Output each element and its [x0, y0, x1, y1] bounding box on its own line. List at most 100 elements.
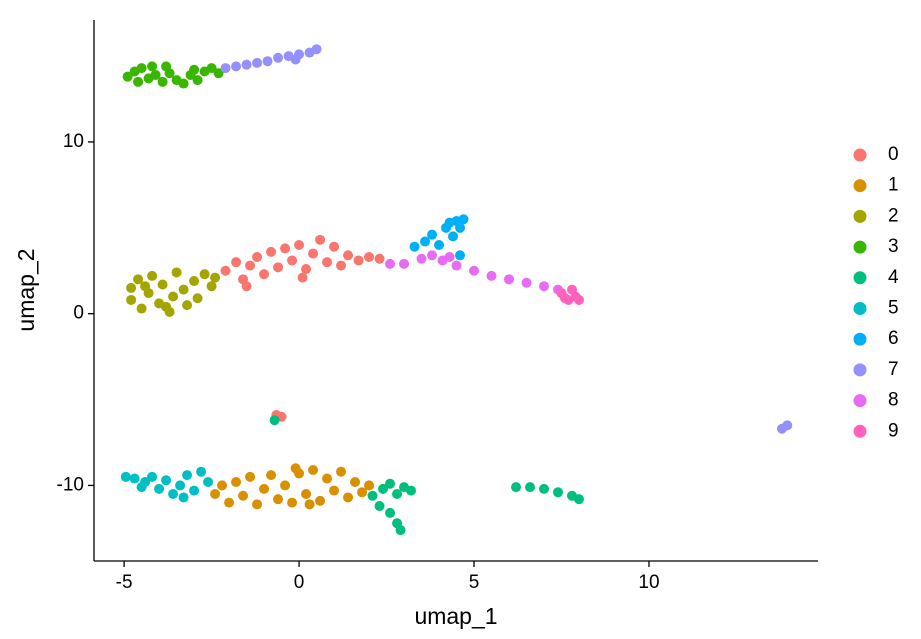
point	[133, 76, 144, 87]
y-axis-title: umap_2	[13, 248, 39, 331]
point	[220, 265, 231, 276]
point	[252, 252, 263, 263]
point	[189, 276, 200, 287]
x-tick-label: 10	[638, 572, 659, 593]
point	[241, 281, 252, 292]
point	[287, 497, 298, 508]
point	[126, 294, 137, 305]
legend-label: 0	[888, 144, 899, 165]
point	[311, 44, 322, 55]
point	[434, 239, 445, 250]
legend-swatch	[853, 302, 867, 315]
point	[136, 63, 147, 74]
point	[122, 71, 133, 82]
point	[444, 252, 455, 263]
point	[304, 499, 315, 510]
point	[287, 255, 298, 266]
point	[427, 250, 438, 261]
point	[416, 253, 427, 264]
point	[182, 470, 193, 481]
point	[367, 490, 378, 501]
legend-swatch	[853, 424, 867, 438]
point	[168, 291, 179, 302]
legend-label: 2	[888, 205, 899, 226]
legend-label: 9	[888, 420, 899, 441]
point	[206, 63, 217, 74]
legend-swatch	[853, 332, 867, 346]
point	[573, 494, 584, 505]
point	[280, 480, 291, 491]
point	[133, 274, 144, 285]
point	[322, 473, 333, 484]
point	[315, 234, 326, 245]
point	[553, 487, 564, 498]
point	[273, 494, 284, 505]
point	[199, 269, 210, 280]
legend-swatch	[853, 394, 867, 408]
point	[259, 483, 270, 494]
y-tick-label: 10	[63, 131, 84, 152]
legend-swatch	[853, 271, 867, 285]
point	[241, 59, 252, 70]
point	[308, 464, 319, 475]
point	[399, 258, 410, 269]
point	[210, 489, 221, 500]
legend-label: 5	[888, 298, 899, 319]
point	[126, 282, 137, 293]
point	[157, 279, 168, 290]
point	[385, 258, 396, 269]
point	[245, 260, 256, 271]
point	[511, 482, 522, 493]
point	[168, 489, 179, 500]
point	[374, 253, 385, 264]
point	[217, 480, 228, 491]
point	[290, 463, 301, 474]
point	[231, 476, 242, 487]
x-axis-title: umap_1	[414, 603, 497, 629]
point	[294, 239, 305, 250]
point	[280, 243, 291, 254]
point	[192, 75, 203, 86]
point	[385, 478, 396, 489]
point	[364, 480, 375, 491]
legend-swatch	[853, 363, 867, 377]
point	[213, 68, 224, 79]
x-tick-label: 5	[469, 572, 480, 593]
point	[259, 269, 270, 280]
point	[290, 54, 301, 65]
point	[262, 56, 273, 67]
point	[157, 76, 168, 87]
point	[203, 476, 214, 487]
point	[392, 489, 403, 500]
point	[455, 250, 466, 261]
point	[301, 264, 312, 275]
x-tick-label: 0	[294, 572, 305, 593]
point	[374, 501, 385, 512]
point	[182, 300, 193, 311]
point	[210, 272, 221, 283]
point	[136, 303, 147, 314]
point	[161, 475, 172, 486]
point	[451, 260, 462, 271]
legend-label: 1	[888, 175, 899, 196]
point	[171, 267, 182, 278]
legend-label: 8	[888, 390, 899, 411]
point	[189, 485, 200, 496]
point	[206, 281, 217, 292]
point	[301, 489, 312, 500]
point	[129, 473, 140, 484]
point	[364, 252, 375, 263]
legend-label: 6	[888, 328, 899, 349]
point	[273, 52, 284, 63]
point	[315, 495, 326, 506]
point	[336, 466, 347, 477]
y-tick-label: -10	[57, 474, 84, 495]
point	[350, 476, 361, 487]
point	[521, 277, 532, 288]
point	[329, 485, 340, 496]
point	[150, 69, 161, 80]
point	[504, 274, 515, 285]
point	[175, 480, 186, 491]
point	[539, 483, 550, 494]
